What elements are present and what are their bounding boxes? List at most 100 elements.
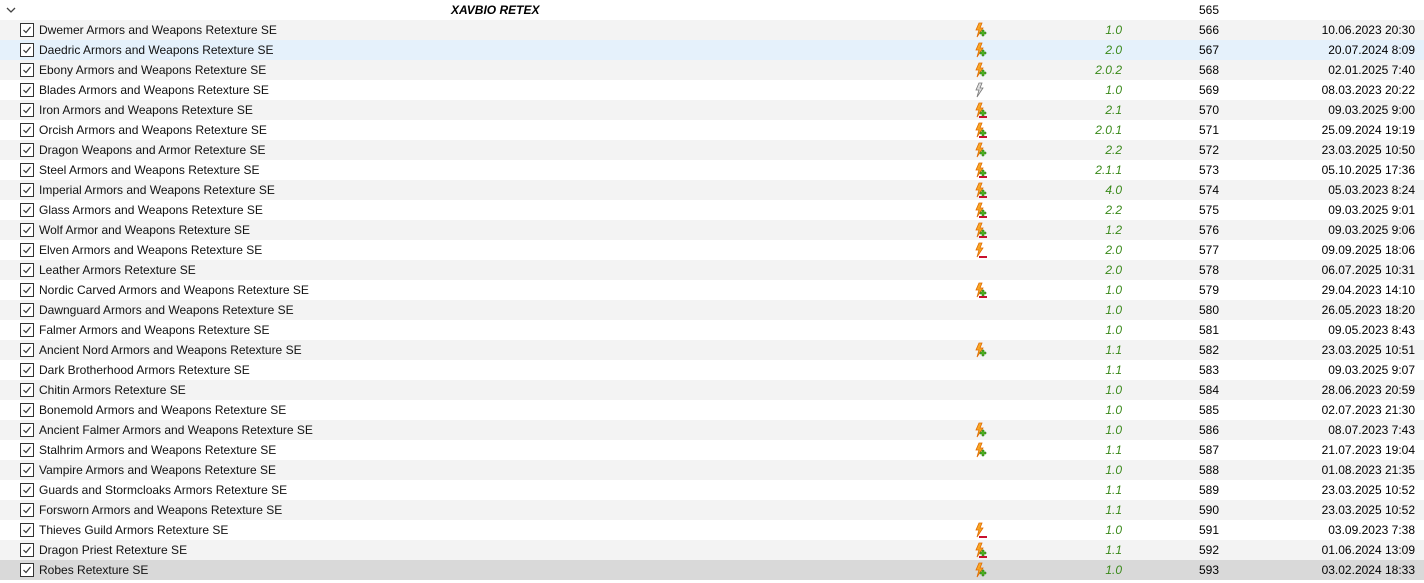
enabled-checkbox[interactable]	[20, 403, 34, 417]
mod-version: 1.1	[1105, 343, 1122, 357]
mod-name: Nordic Carved Armors and Weapons Retextu…	[39, 283, 309, 297]
mod-installed-date: 09.03.2025 9:07	[1328, 363, 1415, 377]
enabled-checkbox[interactable]	[20, 503, 34, 517]
enabled-checkbox[interactable]	[20, 323, 34, 337]
mod-row[interactable]: Ebony Armors and Weapons Retexture SE 2.…	[0, 60, 1424, 80]
enabled-checkbox[interactable]	[20, 363, 34, 377]
mod-row[interactable]: Elven Armors and Weapons Retexture SE 2.…	[0, 240, 1424, 260]
enabled-checkbox[interactable]	[20, 243, 34, 257]
mod-priority: 590	[1199, 503, 1220, 517]
mod-row[interactable]: Blades Armors and Weapons Retexture SE 1…	[0, 80, 1424, 100]
mod-row[interactable]: Chitin Armors Retexture SE 1.0 584 28.06…	[0, 380, 1424, 400]
mod-installed-date: 03.09.2023 7:38	[1328, 523, 1415, 537]
enabled-checkbox[interactable]	[20, 123, 34, 137]
enabled-checkbox[interactable]	[20, 303, 34, 317]
mod-installed-date: 01.06.2024 13:09	[1321, 543, 1415, 557]
mod-name: Steel Armors and Weapons Retexture SE	[39, 163, 260, 177]
mod-name: Elven Armors and Weapons Retexture SE	[39, 243, 263, 257]
mod-row[interactable]: Forsworn Armors and Weapons Retexture SE…	[0, 500, 1424, 520]
mod-version: 1.0	[1105, 283, 1122, 297]
flash-plus-icon	[975, 42, 987, 58]
mod-priority: 585	[1199, 403, 1220, 417]
mod-installed-date: 09.03.2025 9:01	[1328, 203, 1415, 217]
mod-version: 4.0	[1105, 183, 1122, 197]
enabled-checkbox[interactable]	[20, 223, 34, 237]
mod-row[interactable]: Dark Brotherhood Armors Retexture SE 1.1…	[0, 360, 1424, 380]
mod-version: 1.1	[1105, 363, 1122, 377]
mod-row[interactable]: Thieves Guild Armors Retexture SE 1.0 59…	[0, 520, 1424, 540]
mod-priority: 569	[1199, 83, 1220, 97]
flash-plus-icon	[975, 342, 987, 358]
mod-name: Dragon Priest Retexture SE	[39, 543, 188, 557]
enabled-checkbox[interactable]	[20, 263, 34, 277]
mod-installed-date: 23.03.2025 10:51	[1321, 343, 1415, 357]
mod-version: 2.0.1	[1095, 123, 1122, 137]
mod-name: Wolf Armor and Weapons Retexture SE	[39, 223, 250, 237]
enabled-checkbox[interactable]	[20, 463, 34, 477]
mod-installed-date: 01.08.2023 21:35	[1321, 463, 1415, 477]
mod-priority: 587	[1199, 443, 1220, 457]
enabled-checkbox[interactable]	[20, 183, 34, 197]
mod-row[interactable]: Stalhrim Armors and Weapons Retexture SE…	[0, 440, 1424, 460]
mod-name: Ancient Falmer Armors and Weapons Retext…	[39, 423, 313, 437]
mod-row[interactable]: Leather Armors Retexture SE 2.0 578 06.0…	[0, 260, 1424, 280]
enabled-checkbox[interactable]	[20, 343, 34, 357]
mod-installed-date: 03.02.2024 18:33	[1321, 563, 1415, 577]
mod-row[interactable]: Dwemer Armors and Weapons Retexture SE 1…	[0, 20, 1424, 40]
mod-version: 2.0	[1105, 243, 1122, 257]
enabled-checkbox[interactable]	[20, 203, 34, 217]
mod-row[interactable]: Ancient Nord Armors and Weapons Retextur…	[0, 340, 1424, 360]
enabled-checkbox[interactable]	[20, 523, 34, 537]
mod-row[interactable]: Iron Armors and Weapons Retexture SE 2.1…	[0, 100, 1424, 120]
mod-version: 1.0	[1105, 303, 1122, 317]
mod-installed-date: 20.07.2024 8:09	[1328, 43, 1415, 57]
enabled-checkbox[interactable]	[20, 543, 34, 557]
enabled-checkbox[interactable]	[20, 443, 34, 457]
enabled-checkbox[interactable]	[20, 283, 34, 297]
enabled-checkbox[interactable]	[20, 63, 34, 77]
enabled-checkbox[interactable]	[20, 423, 34, 437]
flash-plus-minus-icon	[975, 222, 987, 238]
mod-name: Stalhrim Armors and Weapons Retexture SE	[39, 443, 277, 457]
enabled-checkbox[interactable]	[20, 143, 34, 157]
enabled-checkbox[interactable]	[20, 163, 34, 177]
mod-row[interactable]: Daedric Armors and Weapons Retexture SE …	[0, 40, 1424, 60]
mod-name: Bonemold Armors and Weapons Retexture SE	[39, 403, 287, 417]
mod-row[interactable]: Bonemold Armors and Weapons Retexture SE…	[0, 400, 1424, 420]
mod-row[interactable]: Orcish Armors and Weapons Retexture SE 2…	[0, 120, 1424, 140]
mod-row[interactable]: Dragon Priest Retexture SE 1.1 592 01.06…	[0, 540, 1424, 560]
mod-name: Dark Brotherhood Armors Retexture SE	[39, 363, 250, 377]
separator-row[interactable]: XAVBIO RETEX 565	[0, 0, 1424, 20]
mod-version: 1.0	[1105, 323, 1122, 337]
mod-row[interactable]: Guards and Stormcloaks Armors Retexture …	[0, 480, 1424, 500]
flash-plus-minus-icon	[975, 182, 987, 198]
mod-row[interactable]: Wolf Armor and Weapons Retexture SE 1.2 …	[0, 220, 1424, 240]
mod-priority: 584	[1199, 383, 1220, 397]
mod-row[interactable]: Dragon Weapons and Armor Retexture SE 2.…	[0, 140, 1424, 160]
mod-name: Vampire Armors and Weapons Retexture SE	[39, 463, 276, 477]
mod-name: Iron Armors and Weapons Retexture SE	[39, 103, 253, 117]
enabled-checkbox[interactable]	[20, 483, 34, 497]
enabled-checkbox[interactable]	[20, 43, 34, 57]
enabled-checkbox[interactable]	[20, 103, 34, 117]
mod-row[interactable]: Imperial Armors and Weapons Retexture SE…	[0, 180, 1424, 200]
mod-row[interactable]: Glass Armors and Weapons Retexture SE 2.…	[0, 200, 1424, 220]
mod-row[interactable]: Ancient Falmer Armors and Weapons Retext…	[0, 420, 1424, 440]
mod-name: Orcish Armors and Weapons Retexture SE	[39, 123, 267, 137]
mod-version: 2.0.2	[1095, 63, 1122, 77]
chevron-down-icon[interactable]	[4, 0, 18, 20]
enabled-checkbox[interactable]	[20, 23, 34, 37]
mod-name: Thieves Guild Armors Retexture SE	[39, 523, 229, 537]
mod-row[interactable]: Dawnguard Armors and Weapons Retexture S…	[0, 300, 1424, 320]
mod-name: Chitin Armors Retexture SE	[39, 383, 186, 397]
mod-row[interactable]: Steel Armors and Weapons Retexture SE 2.…	[0, 160, 1424, 180]
enabled-checkbox[interactable]	[20, 563, 34, 577]
mod-row[interactable]: Robes Retexture SE 1.0 593 03.02.2024 18…	[0, 560, 1424, 580]
enabled-checkbox[interactable]	[20, 83, 34, 97]
mod-row[interactable]: Nordic Carved Armors and Weapons Retextu…	[0, 280, 1424, 300]
mod-installed-date: 05.10.2025 17:36	[1321, 163, 1415, 177]
mod-row[interactable]: Falmer Armors and Weapons Retexture SE 1…	[0, 320, 1424, 340]
mod-row[interactable]: Vampire Armors and Weapons Retexture SE …	[0, 460, 1424, 480]
mod-priority: 577	[1199, 243, 1220, 257]
enabled-checkbox[interactable]	[20, 383, 34, 397]
